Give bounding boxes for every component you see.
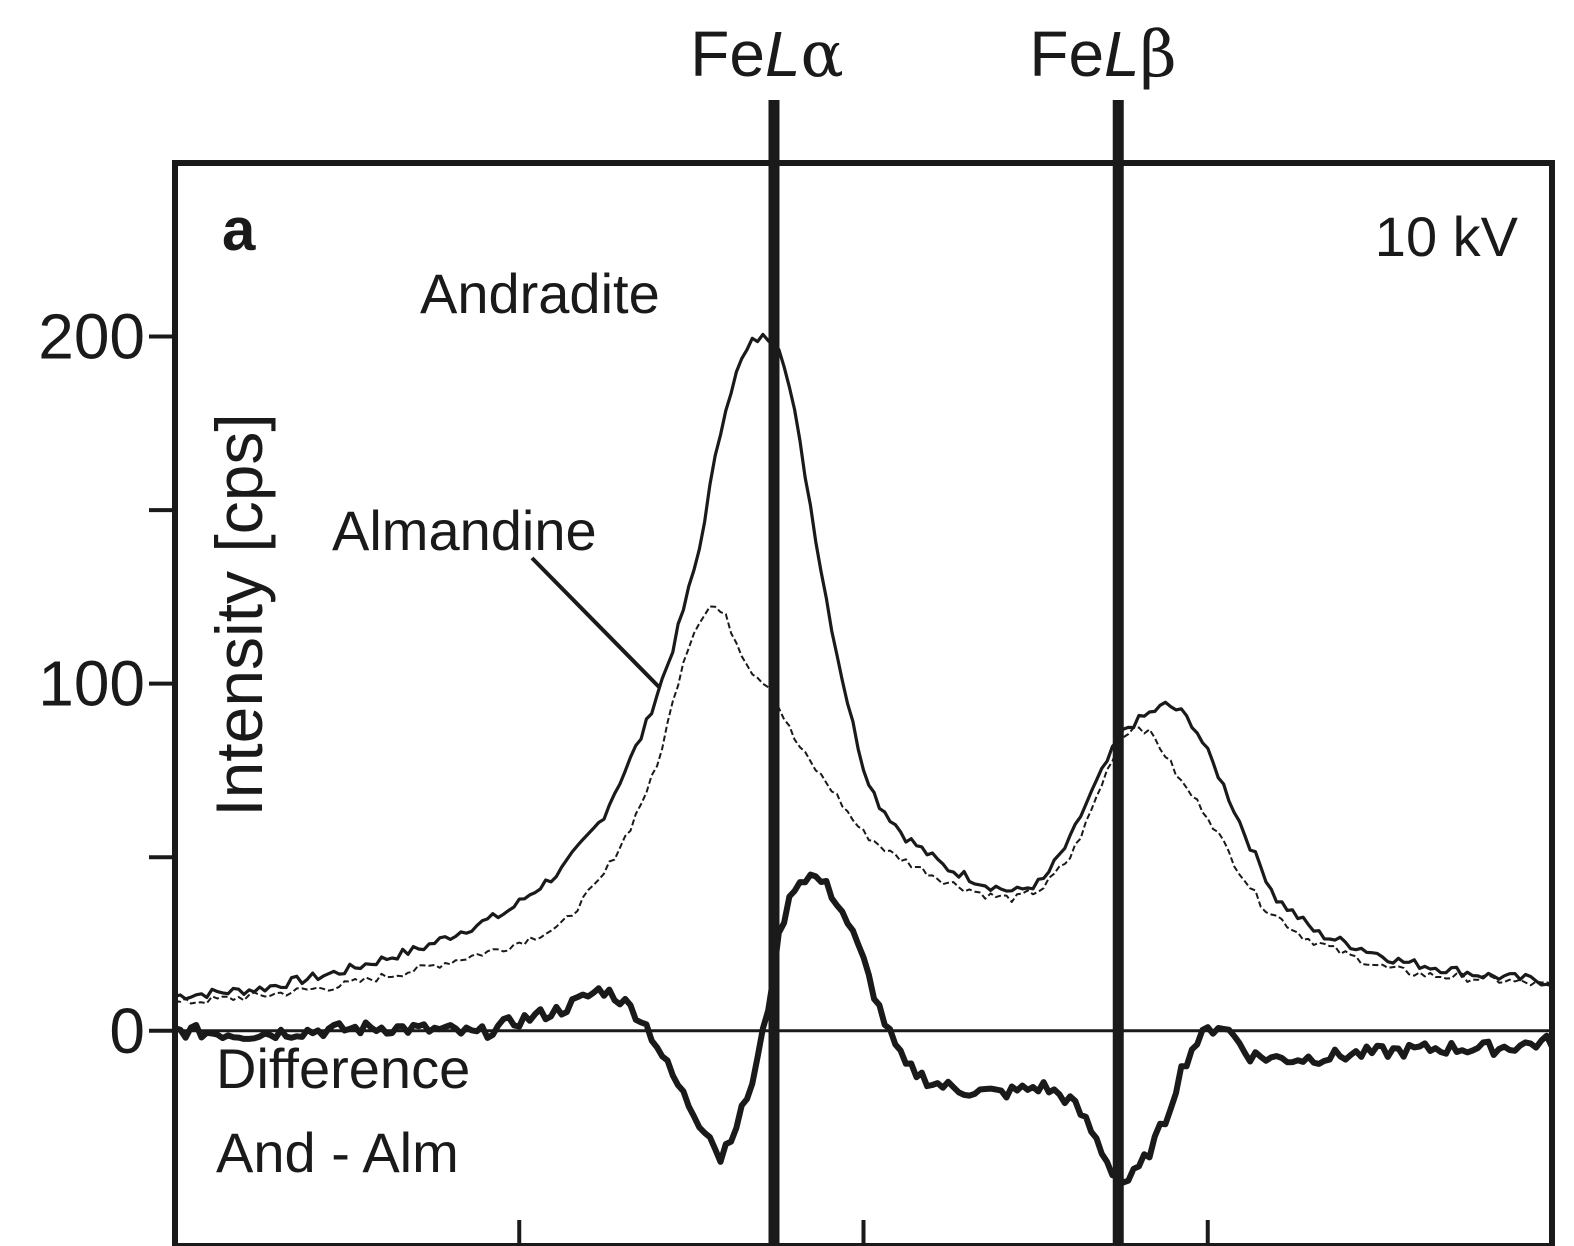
series-line-1 xyxy=(174,605,1553,1005)
series-line-0 xyxy=(174,332,1553,1001)
series-line-2 xyxy=(174,871,1555,1186)
panel-label: a xyxy=(222,196,256,263)
peak-label-fe-l-alpha: FeLα xyxy=(690,18,844,92)
almandine-label: Almandine xyxy=(332,499,597,562)
peak-lines xyxy=(768,100,1124,1246)
voltage-label: 10 kV xyxy=(1375,205,1519,268)
peak-label-fe-l-beta: FeLβ xyxy=(1029,18,1176,92)
series-lines xyxy=(174,332,1555,1186)
y-tick-label: 200 xyxy=(38,301,145,373)
y-tick-label: 100 xyxy=(38,648,145,720)
andradite-label: Andradite xyxy=(420,262,660,325)
plot-frame xyxy=(172,160,1555,1246)
almandine-leader-line xyxy=(530,556,662,690)
difference-label-line1: Difference xyxy=(216,1037,470,1100)
y-axis-ticks: 200 100 0 xyxy=(38,301,175,1067)
y-tick-label: 0 xyxy=(109,995,145,1067)
difference-label-line2: And - Alm xyxy=(216,1121,459,1184)
y-axis-label: Intensity [cps] xyxy=(202,413,276,817)
x-axis-ticks xyxy=(173,1220,1554,1246)
